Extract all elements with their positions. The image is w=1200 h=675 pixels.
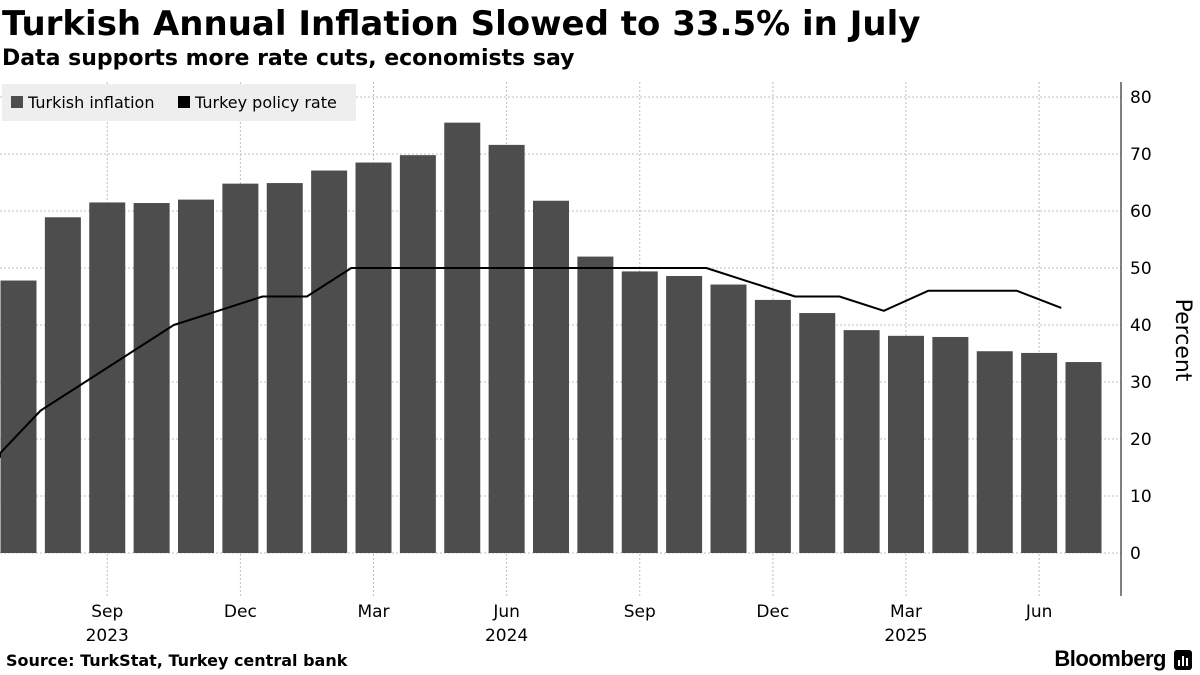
inflation-bar — [399, 155, 436, 553]
y-tick-label: 80 — [1130, 88, 1152, 108]
policy-rate-line-group — [0, 267, 1062, 458]
x-tick-month: Jun — [1025, 602, 1053, 622]
legend-label-inflation: Turkish inflation — [27, 93, 154, 112]
inflation-bar — [89, 202, 126, 553]
inflation-bar — [1021, 352, 1058, 553]
inflation-bar — [932, 336, 969, 553]
inflation-bar — [710, 284, 747, 553]
inflation-bar — [355, 162, 392, 554]
source-note: Source: TurkStat, Turkey central bank — [6, 651, 348, 670]
x-tick-year: 2024 — [485, 626, 528, 646]
chart-subtitle: Data supports more rate cuts, economists… — [2, 46, 575, 71]
inflation-bar — [754, 299, 791, 553]
inflation-bar — [44, 217, 81, 553]
y-tick-label: 50 — [1130, 259, 1152, 279]
inflation-bar — [533, 200, 569, 554]
x-tick-month: Jun — [492, 602, 520, 622]
y-tick-label: 60 — [1130, 202, 1152, 222]
legend-swatch-policy-rate — [178, 96, 190, 108]
x-tick-year: 2025 — [884, 626, 927, 646]
legend: Turkish inflation Turkey policy rate — [2, 84, 356, 121]
inflation-bar — [888, 335, 924, 553]
y-tick-label: 30 — [1130, 373, 1152, 393]
inflation-bar — [666, 275, 703, 553]
inflation-bar — [311, 170, 348, 553]
inflation-bar — [133, 203, 170, 553]
legend-label-policy-rate: Turkey policy rate — [194, 93, 337, 112]
inflation-bar — [444, 122, 481, 554]
y-tick-label: 0 — [1130, 544, 1141, 564]
y-axis-title: Percent — [1170, 299, 1195, 382]
x-tick-month: Dec — [224, 602, 257, 622]
x-tick-year: 2023 — [86, 626, 129, 646]
inflation-bar — [577, 256, 614, 553]
x-tick-labels: Sep 2023 Dec Mar Jun 2024 Sep Dec Mar 2025 Jun — [86, 602, 1053, 646]
y-tick-label: 40 — [1130, 316, 1152, 336]
x-tick-month: Mar — [890, 602, 922, 622]
y-tick-label: 20 — [1130, 430, 1152, 450]
inflation-bar — [0, 280, 37, 553]
x-tick-month: Dec — [756, 602, 789, 622]
bloomberg-terminal-icon — [1174, 650, 1192, 670]
chart-title: Turkish Annual Inflation Slowed to 33.5%… — [2, 4, 921, 44]
inflation-bar — [266, 183, 303, 553]
x-tick-month: Sep — [624, 602, 656, 622]
policy-rate-line — [0, 267, 1062, 458]
inflation-bar — [843, 330, 880, 553]
y-tick-labels: 0 10 20 30 40 50 60 70 80 — [1130, 88, 1152, 564]
y-tick-label: 70 — [1130, 145, 1152, 165]
inflation-bar — [1065, 362, 1102, 553]
inflation-bar — [621, 271, 658, 553]
inflation-bar — [976, 351, 1013, 553]
bloomberg-logo: Bloomberg — [1054, 646, 1166, 671]
x-tick-month: Mar — [357, 602, 389, 622]
inflation-bar — [178, 199, 214, 553]
inflation-bar — [222, 183, 259, 553]
inflation-bar — [799, 313, 836, 553]
legend-swatch-inflation — [11, 96, 23, 108]
x-tick-month: Sep — [91, 602, 123, 622]
y-tick-label: 10 — [1130, 487, 1152, 507]
inflation-bars — [0, 122, 1102, 554]
inflation-bar — [488, 144, 525, 553]
